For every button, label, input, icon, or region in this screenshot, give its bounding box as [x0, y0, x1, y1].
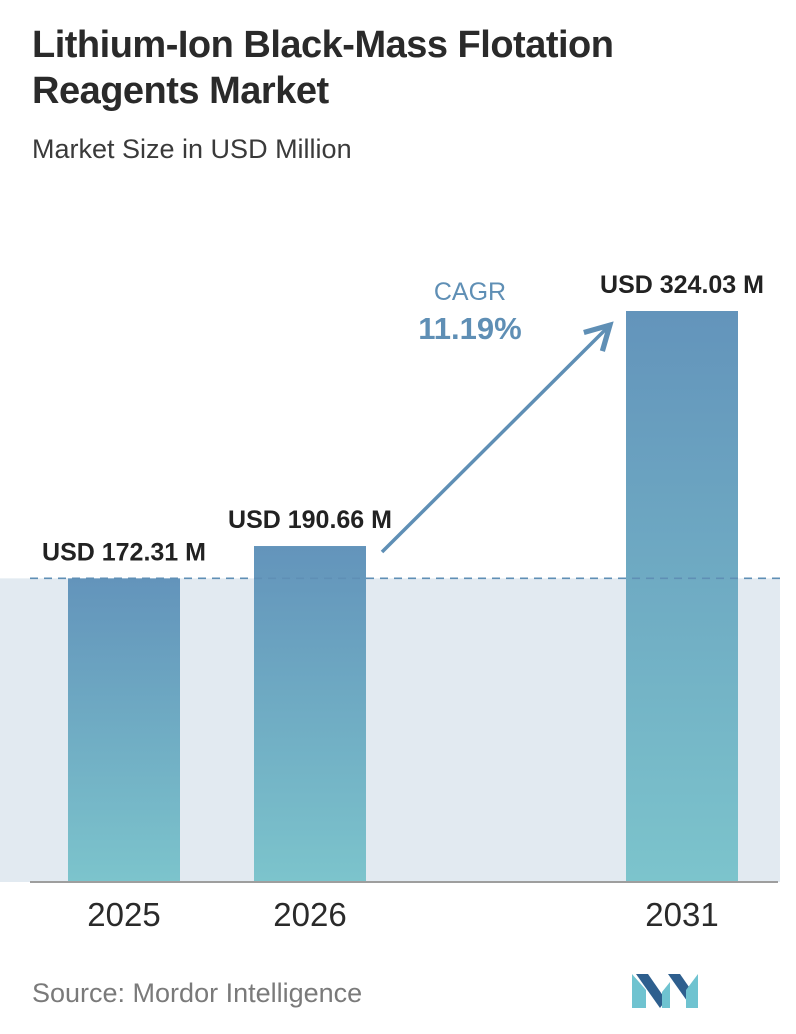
cagr-label: CAGR — [434, 278, 506, 306]
data-label-2026: USD 190.66 M — [228, 506, 392, 534]
mordor-intelligence-logo-icon — [632, 974, 698, 1008]
data-label-2031: USD 324.03 M — [600, 271, 764, 299]
bar-2025 — [68, 578, 180, 882]
bar-2026 — [254, 546, 366, 882]
cagr-arrow — [380, 327, 608, 554]
bar-2031 — [626, 311, 738, 882]
chart-subtitle: Market Size in USD Million — [32, 134, 352, 164]
source-note: Source: Mordor Intelligence — [32, 978, 363, 1008]
x-tick-label-2026: 2026 — [273, 896, 346, 933]
x-tick-label-2025: 2025 — [87, 896, 160, 933]
bar-chart: CAGR 11.19% USD 172.31 M USD 190.66 M USD 32… — [0, 271, 780, 933]
x-tick-label-2031: 2031 — [645, 896, 718, 933]
data-label-2025: USD 172.31 M — [42, 538, 206, 566]
chart-title: Lithium-Ion Black-Mass Flotation Reagent… — [32, 24, 614, 112]
cagr-value: 11.19% — [418, 311, 521, 346]
